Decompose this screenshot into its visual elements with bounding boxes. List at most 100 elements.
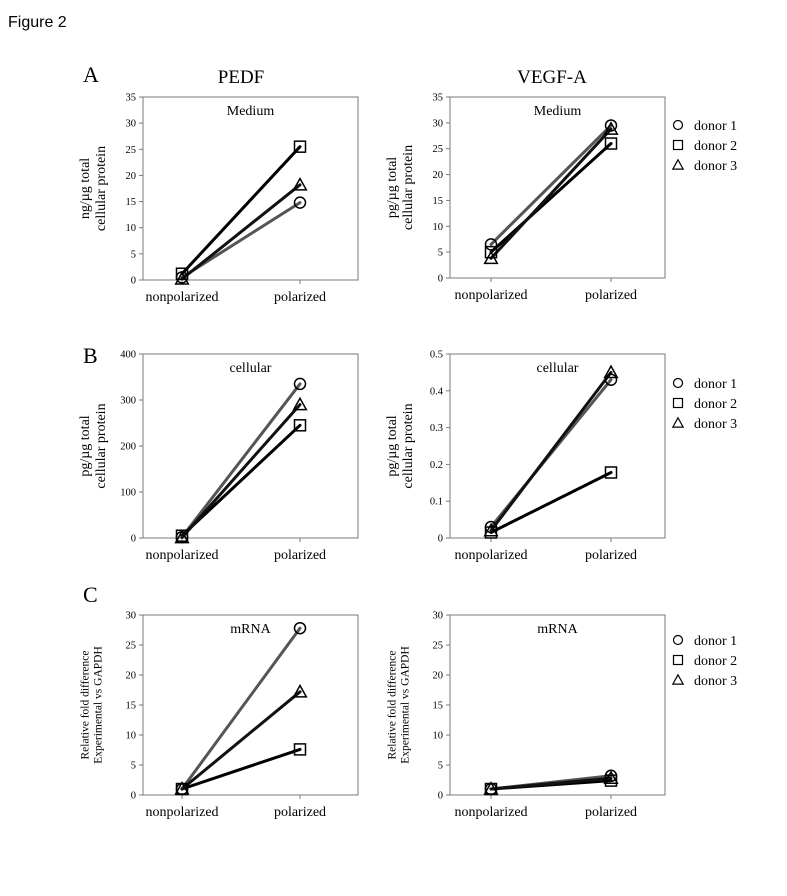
data-point-donor-1 [604,769,618,783]
y-tick-label: 10 [433,731,444,742]
legend-label: donor 1 [694,377,737,392]
series-line-donor-1 [489,123,613,246]
y-tick-label: 15 [126,197,137,208]
y-tick-label: 15 [433,196,444,207]
y-tick-label: 20 [433,170,444,181]
data-point-donor-3 [292,176,308,191]
series-line-donor-3 [180,690,302,791]
y-tick-label: 30 [126,611,137,622]
triangle-icon [671,673,685,685]
plot-frame [142,614,359,796]
y-tick-label: 400 [120,350,136,361]
y-tick-label: 200 [120,442,136,453]
x-category-label: polarized [585,288,637,303]
plot-frame [142,96,359,281]
data-point-donor-2 [604,774,618,787]
data-point-donor-3 [483,522,499,537]
data-point-donor-2 [484,526,498,539]
series-line-donor-3 [180,183,302,281]
y-tick-label: 5 [438,761,443,772]
y-tick-label: 0 [131,791,136,802]
y-axis-label-line: cellular protein [94,403,109,488]
y-tick-label: 25 [126,641,137,652]
y-tick-label: 0.2 [430,460,443,471]
data-point-donor-2 [293,419,307,432]
circle-icon [672,119,684,131]
data-point-donor-1 [175,271,189,284]
data-point-donor-2 [604,466,618,479]
data-point-donor-3 [603,364,619,379]
legend-label: donor 2 [694,397,737,412]
data-point-donor-1 [293,377,307,391]
y-axis-label-line: Relative fold difference [387,651,399,760]
triangle-icon [671,416,685,428]
y-tick-label: 0 [438,274,443,285]
y-axis-label-line: cellular protein [94,146,109,231]
data-point-donor-1 [484,238,498,251]
data-point-donor-2 [604,137,618,150]
column-header-vegf-a: VEGF-A [517,67,587,88]
legend-block: donor 1 donor 2 donor 3 [671,634,737,689]
data-point-donor-1 [484,782,498,796]
data-point-donor-3 [603,770,619,785]
y-axis-label: pg/µg totalcellular protein [385,403,416,488]
legend-label: donor 3 [694,159,737,174]
panel-a-pedf: 0 5 10 15 20 25 30 35 nonpolarized polarized Mediu… [78,93,359,305]
y-axis-label-line: pg/µg total [385,415,400,476]
x-category-label: nonpolarized [145,290,218,305]
y-axis-label-line: cellular protein [401,403,416,488]
y-axis-label: Relative fold differenceExperimental vs … [80,646,105,764]
y-tick-label: 20 [126,171,137,182]
y-tick-label: 0 [438,534,443,545]
y-axis-label-line: cellular protein [401,145,416,230]
y-axis-label-line: ng/µg total [78,158,93,219]
data-point-donor-1 [604,119,618,132]
panel-b-pedf: 0 100 200 300 400 nonpolarized polarized cellul… [78,350,359,563]
panel-title: Medium [227,104,275,119]
y-axis-label-line: pg/µg total [78,415,93,476]
x-category-label: polarized [274,805,326,820]
y-axis-label: Relative fold differenceExperimental vs … [387,646,412,764]
data-point-donor-3 [174,271,190,285]
y-tick-label: 10 [433,222,444,233]
data-point-donor-2 [175,267,189,280]
data-point-donor-1 [484,520,498,534]
y-tick-label: 0 [131,534,136,545]
x-category-label: polarized [274,548,326,563]
row-label-a: A [83,62,99,87]
y-tick-label: 5 [131,249,136,260]
y-tick-label: 15 [433,701,444,712]
panels-group: 0 5 10 15 20 25 30 35 nonpolarized polarized Mediu… [78,93,666,820]
y-tick-label: 25 [126,145,137,156]
y-axis-label-line: Relative fold difference [80,651,92,760]
panel-title: Medium [534,104,582,119]
series-line-donor-1 [180,626,302,791]
column-header-pedf: PEDF [218,67,264,88]
data-point-donor-1 [604,373,618,387]
plot-frame [449,96,666,279]
y-axis-label: pg/µg totalcellular protein [385,145,416,230]
series-line-donor-2 [489,470,613,534]
panel-title: cellular [230,361,272,376]
legend-label: donor 3 [694,417,737,432]
y-tick-label: 30 [126,119,137,130]
legend-block: donor 1 donor 2 donor 3 [671,377,737,432]
y-tick-label: 35 [433,93,444,104]
y-tick-label: 0 [438,791,443,802]
panel-b-vegf: 0 0.1 0.2 0.3 0.4 0.5 nonpolarized polarized cel… [385,350,666,563]
y-tick-label: 30 [433,611,444,622]
data-point-donor-1 [293,196,307,209]
series-line-donor-2 [180,747,302,791]
y-tick-label: 0 [131,276,136,287]
x-category-label: polarized [585,548,637,563]
y-axis-label: ng/µg totalcellular protein [78,146,109,231]
x-category-label: nonpolarized [454,548,527,563]
panel-title: cellular [537,361,579,376]
square-icon [672,654,684,666]
data-point-donor-3 [292,683,308,698]
y-tick-label: 15 [126,701,137,712]
panel-c-pedf: 0 5 10 15 20 25 30 nonpolarized polarized mRNA Rel… [80,611,359,820]
series-line-donor-2 [180,145,302,276]
